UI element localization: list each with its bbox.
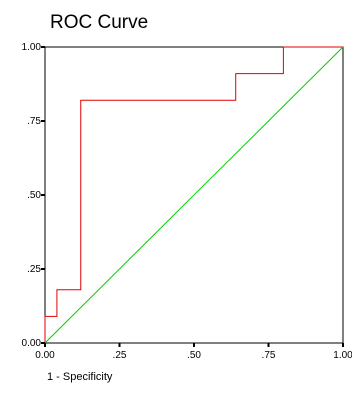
y-tick-label: .75 bbox=[27, 116, 41, 127]
x-tick-label: 0.00 bbox=[35, 350, 55, 361]
y-tick-label: 0.00 bbox=[22, 338, 42, 349]
y-tick-label: .25 bbox=[27, 264, 41, 275]
reference-diagonal-line bbox=[44, 46, 344, 344]
x-tick-label: .25 bbox=[113, 350, 127, 361]
x-tick-label: .75 bbox=[262, 350, 276, 361]
y-tick-label: .50 bbox=[27, 190, 41, 201]
y-tick-label: 1.00 bbox=[22, 42, 42, 53]
x-axis-label: 1 - Specificity bbox=[47, 371, 113, 383]
roc-curve-line bbox=[44, 46, 343, 343]
x-tick-label: 1.00 bbox=[333, 350, 352, 361]
chart-title: ROC Curve bbox=[50, 12, 148, 33]
x-tick-label: .50 bbox=[187, 350, 201, 361]
plot-area: 0.00 .25 .50 .75 1.00 0.00 .25 .50 .75 1.00 bbox=[22, 42, 352, 361]
